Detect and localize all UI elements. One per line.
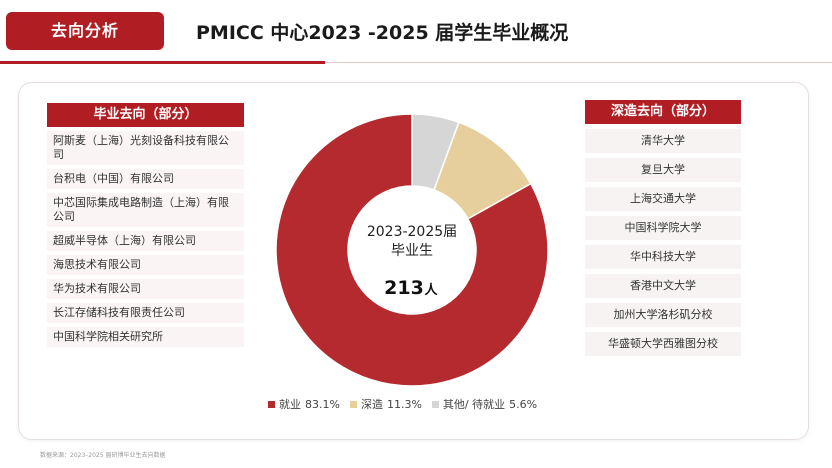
legend-item-other: 其他/ 待就业 5.6% (431, 396, 538, 412)
legend-item-study: 深造 11.3% (349, 396, 422, 412)
legend-value: 83.1% (305, 397, 340, 411)
legend-value: 11.3% (386, 397, 422, 411)
data-source-note: 数据来源：2023–2025 届研博毕业生去向数据 (40, 452, 166, 459)
list-item: 清华大学 (585, 129, 741, 153)
study-heading: 深造去向（部分） (585, 100, 741, 124)
employment-panel: 毕业去向（部分） 阿斯麦（上海）光刻设备科技有限公司 台积电（中国）有限公司 中… (47, 103, 244, 347)
page-title: PMICC 中心2023 -2025 届学生毕业概况 (196, 22, 569, 44)
donut-slice-0 (276, 114, 548, 386)
employment-list: 阿斯麦（上海）光刻设备科技有限公司 台积电（中国）有限公司 中芯国际集成电路制造… (47, 131, 244, 347)
list-item: 阿斯麦（上海）光刻设备科技有限公司 (47, 131, 244, 165)
donut-chart: 2023-2025届 毕业生 213 人 (276, 114, 548, 386)
legend-swatch (268, 400, 275, 408)
legend-swatch (349, 400, 357, 408)
list-item: 中国科学院大学 (585, 216, 741, 240)
employment-heading: 毕业去向（部分） (47, 103, 244, 127)
list-item: 华中科技大学 (585, 245, 741, 269)
list-item: 复旦大学 (585, 158, 741, 182)
legend-item-employment: 就业 83.1% (268, 396, 340, 412)
list-item: 中国科学院相关研究所 (47, 327, 244, 347)
center-unit: 人 (424, 282, 438, 298)
list-item: 华盛顿大学西雅图分校 (585, 332, 741, 356)
center-value: 213 (384, 277, 424, 299)
list-item: 中芯国际集成电路制造（上海）有限公司 (47, 193, 244, 227)
list-item: 长江存储科技有限责任公司 (47, 303, 244, 323)
legend-swatch (431, 400, 439, 408)
list-item: 加州大学洛杉矶分校 (585, 303, 741, 327)
list-item: 上海交通大学 (585, 187, 741, 211)
study-list: 清华大学 复旦大学 上海交通大学 中国科学院大学 华中科技大学 香港中文大学 加… (585, 129, 741, 356)
title-underline (0, 61, 325, 64)
legend-name: 就业 (279, 398, 301, 411)
section-tag: 去向分析 (6, 12, 164, 50)
list-item: 台积电（中国）有限公司 (47, 169, 244, 189)
list-item: 华为技术有限公司 (47, 279, 244, 299)
list-item: 海思技术有限公司 (47, 255, 244, 275)
center-label-line2: 毕业生 (391, 243, 433, 259)
title-underline-light (325, 62, 832, 63)
list-item: 超威半导体（上海）有限公司 (47, 231, 244, 251)
legend-value: 5.6% (509, 397, 538, 411)
list-item: 香港中文大学 (585, 274, 741, 298)
center-label-line1: 2023-2025届 (367, 224, 457, 240)
chart-legend: 就业 83.1% 深造 11.3% 其他/ 待就业 5.6% (268, 396, 568, 412)
legend-name: 深造 (360, 398, 383, 411)
legend-name: 其他/ 待就业 (442, 398, 506, 411)
study-panel: 深造去向（部分） 清华大学 复旦大学 上海交通大学 中国科学院大学 华中科技大学… (585, 100, 741, 356)
